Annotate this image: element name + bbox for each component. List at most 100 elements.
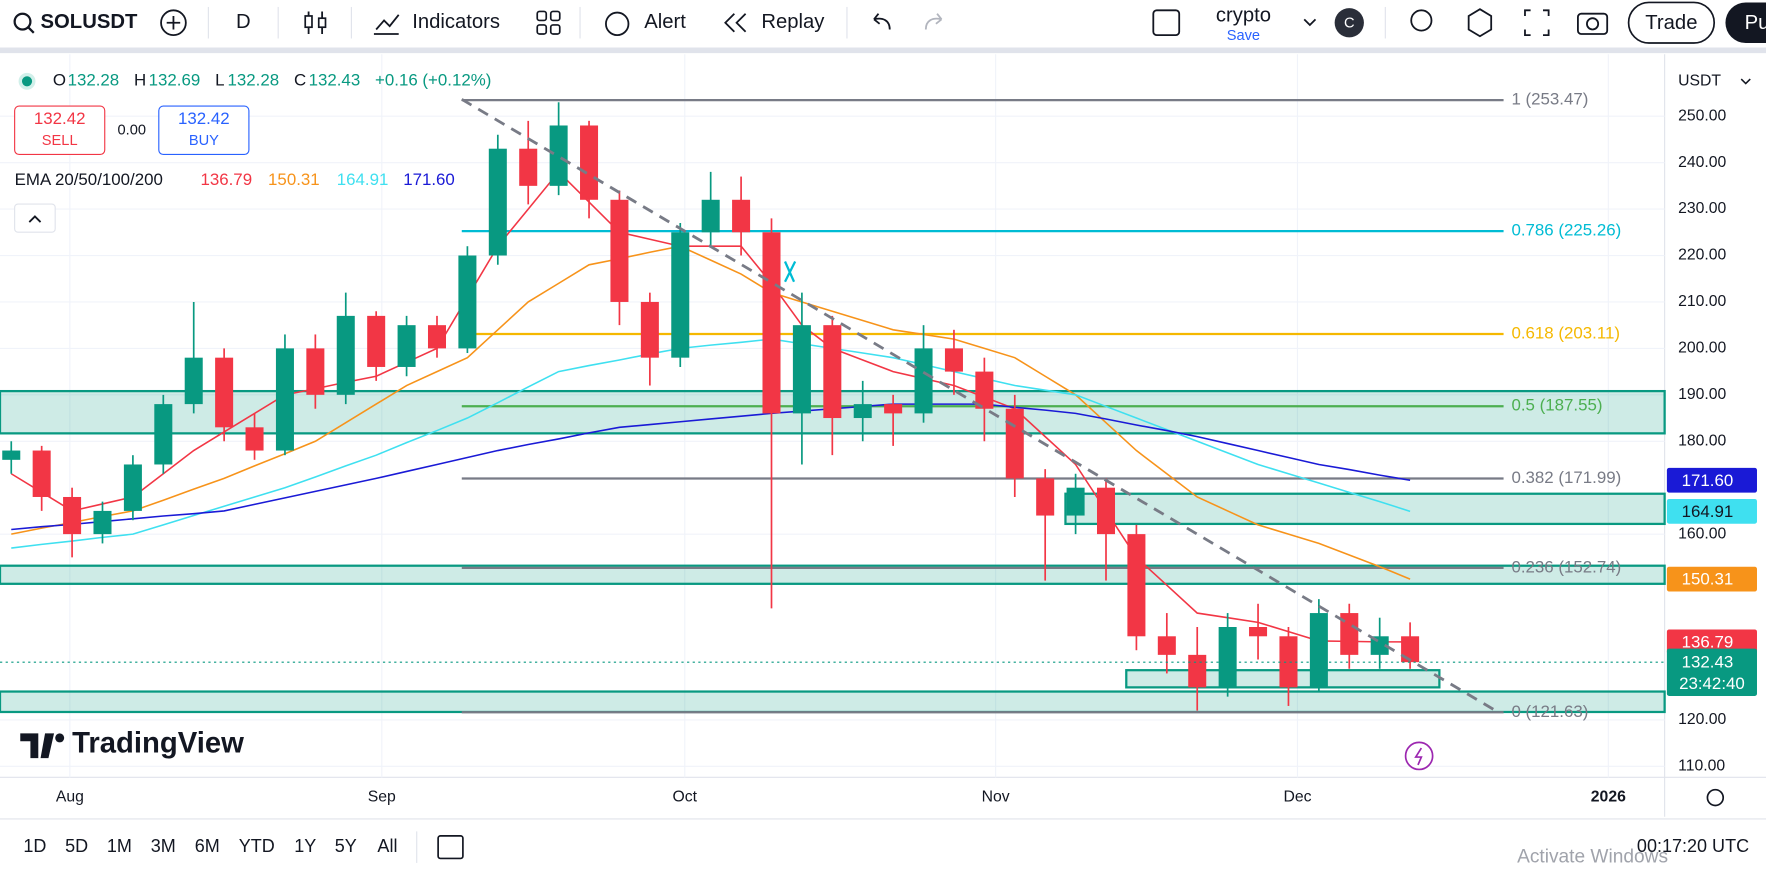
range-button[interactable]: 5Y (335, 836, 357, 856)
avatar-initial: C (1344, 16, 1355, 32)
candle-body (336, 315, 355, 395)
range-button[interactable]: 5D (65, 836, 88, 856)
high-value: 132.69 (149, 71, 201, 90)
watermark: Activate Windows (1517, 846, 1668, 867)
fib-label: 1 (253.47) (1511, 90, 1588, 109)
candle-body (215, 357, 234, 428)
candle-body (458, 255, 477, 349)
axis-settings[interactable] (1706, 788, 1725, 807)
fib-label: 0.382 (171.99) (1511, 468, 1621, 487)
indicators-button[interactable]: Indicators (412, 11, 500, 33)
currency-selector[interactable] (1671, 66, 1760, 96)
save-status[interactable]: Save (1227, 28, 1260, 44)
sell-button[interactable] (14, 105, 106, 156)
candle-body (1249, 627, 1268, 637)
event-marker[interactable] (1404, 741, 1434, 771)
price-badge (1666, 629, 1757, 655)
layout-dropdown[interactable] (1303, 18, 1317, 27)
replay-button[interactable]: Replay (761, 11, 825, 33)
candle-body (762, 232, 781, 414)
candle-body (488, 148, 507, 256)
y-tick-label: 200.00 (1678, 340, 1726, 357)
candle-body (123, 464, 142, 511)
open-value: 132.28 (68, 71, 120, 90)
low-label: L (215, 71, 224, 90)
price-badge-label: 164.91 (1682, 502, 1734, 521)
trend-line (461, 98, 1499, 714)
range-button[interactable]: 1M (107, 836, 132, 856)
settings-button[interactable] (1467, 8, 1493, 38)
range-button[interactable]: 3M (151, 836, 176, 856)
candle-body (944, 348, 963, 372)
ema-value: 164.91 (337, 170, 389, 189)
collapse-icon (28, 215, 42, 223)
range-button[interactable]: 6M (195, 836, 220, 856)
buy-button[interactable] (158, 105, 250, 156)
candle-body (914, 348, 933, 414)
fullscreen-button[interactable] (1524, 9, 1550, 37)
quick-search[interactable] (1410, 9, 1433, 32)
candle-body (1218, 627, 1237, 688)
candle-body (2, 450, 21, 460)
y-tick-label: 230.00 (1678, 200, 1726, 217)
trade-button[interactable] (1627, 1, 1716, 44)
currency-dropdown (1740, 78, 1751, 85)
x-tick-label: 2026 (1591, 789, 1626, 806)
range-button[interactable]: 1D (23, 836, 46, 856)
candle-body (245, 427, 264, 451)
collapse-button[interactable] (14, 203, 56, 233)
ema-values: 136.79 150.31 164.91 171.60 (200, 170, 454, 189)
layout-button[interactable] (1152, 9, 1181, 37)
candle-body (519, 148, 538, 186)
range-button[interactable]: 1Y (294, 836, 316, 856)
ema-line (11, 245, 1411, 580)
clock[interactable]: 00:17:20 UTC (1637, 836, 1749, 856)
date-range-button[interactable] (437, 835, 464, 860)
support-zone (0, 690, 1666, 714)
candle-body (853, 404, 872, 419)
price-badge (1666, 467, 1757, 493)
candle-body (975, 371, 994, 409)
publish-button[interactable] (1725, 2, 1766, 43)
indicators-icon[interactable] (373, 14, 400, 35)
plot (0, 54, 1666, 778)
ema-value: 136.79 (200, 170, 252, 189)
alert-button[interactable]: Alert (644, 11, 686, 33)
redo-button[interactable] (924, 13, 943, 30)
open-label: O (53, 71, 66, 90)
y-tick-label: 210.00 (1678, 293, 1726, 310)
support-zone (0, 564, 1666, 585)
candle-body (397, 325, 416, 367)
search-icon[interactable] (13, 12, 32, 31)
candle-body (671, 232, 690, 358)
ema-title: EMA 20/50/100/200 (15, 170, 163, 189)
x-tick-label: Nov (982, 789, 1010, 806)
spread: 0.00 (118, 123, 146, 139)
undo-button[interactable] (873, 13, 891, 30)
candle-body (1005, 408, 1024, 479)
interval[interactable]: D (236, 11, 251, 33)
candle-body (1127, 534, 1146, 637)
symbol[interactable]: SOLUSDT (41, 11, 138, 33)
currency[interactable]: USDT (1678, 72, 1721, 89)
last-price-label: 132.43 (1682, 653, 1734, 672)
snapshot-button[interactable] (1577, 12, 1609, 35)
fib-label: 0.236 (152.74) (1511, 557, 1621, 576)
templates-icon[interactable] (536, 10, 561, 35)
compare-button[interactable] (160, 9, 187, 37)
replay-icon[interactable] (724, 13, 747, 33)
alert-icon[interactable] (605, 11, 630, 37)
range-button[interactable]: YTD (239, 836, 275, 856)
bottom-bar: 1D 5D 1M 3M 6M YTD 1Y 5Y All (23, 836, 397, 856)
layout-name[interactable]: crypto (1216, 4, 1271, 26)
candle-body (884, 404, 903, 414)
range-button[interactable]: All (377, 836, 397, 856)
candle-body (1340, 613, 1359, 655)
avatar[interactable] (1334, 8, 1364, 38)
candle-body (32, 450, 51, 497)
last-price-badge (1666, 648, 1757, 696)
legend: O 132.28 H 132.69 L 132.28 C 132.43 +0.1… (14, 71, 491, 233)
fib-label: 0 (121.63) (1511, 702, 1588, 721)
candle-body (580, 125, 599, 200)
